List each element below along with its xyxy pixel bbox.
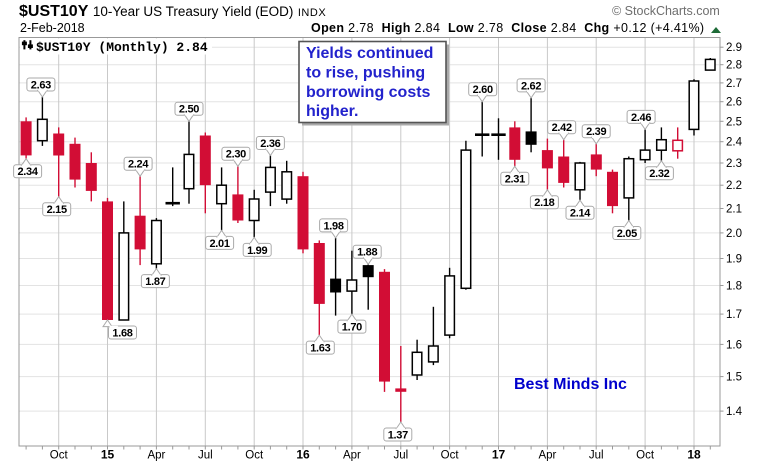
svg-text:17: 17 [492,448,506,462]
svg-text:1.68: 1.68 [112,327,132,339]
svg-text:Apr: Apr [343,450,361,462]
svg-text:2.6: 2.6 [726,97,742,109]
svg-text:2.42: 2.42 [552,122,572,134]
svg-text:1.7: 1.7 [726,309,742,321]
svg-text:2.46: 2.46 [631,112,651,124]
svg-text:2.05: 2.05 [617,228,637,240]
svg-text:borrowing costs: borrowing costs [306,84,431,101]
svg-text:2.2: 2.2 [726,180,742,192]
svg-text:1.99: 1.99 [247,245,267,257]
svg-text:2.63: 2.63 [31,79,51,91]
svg-text:1.9: 1.9 [726,254,742,266]
svg-text:15: 15 [101,448,115,462]
svg-text:2.3: 2.3 [726,158,742,170]
svg-text:2.32: 2.32 [649,168,669,180]
svg-text:1.5: 1.5 [726,372,742,384]
svg-text:2.36: 2.36 [260,138,280,150]
svg-text:1.98: 1.98 [323,220,343,232]
svg-text:to rise, pushing: to rise, pushing [306,64,425,81]
svg-text:2.34: 2.34 [17,166,38,178]
svg-text:2.24: 2.24 [128,159,149,171]
svg-text:2.50: 2.50 [179,104,199,116]
svg-text:2.14: 2.14 [570,208,591,220]
svg-text:1.63: 1.63 [310,343,330,355]
svg-text:1.70: 1.70 [342,322,362,334]
svg-text:2.4: 2.4 [726,137,743,149]
svg-text:Jul: Jul [393,450,408,462]
svg-text:Oct: Oct [50,450,69,462]
svg-text:1.88: 1.88 [357,247,377,259]
svg-text:2.18: 2.18 [534,197,554,209]
svg-text:2.31: 2.31 [505,174,525,186]
svg-text:2.1: 2.1 [726,204,742,216]
svg-text:Yields continued: Yields continued [306,45,433,62]
svg-text:Oct: Oct [245,450,264,462]
svg-text:2.5: 2.5 [726,116,742,128]
svg-text:2.9: 2.9 [726,42,742,54]
svg-text:2.7: 2.7 [726,78,742,90]
svg-text:Oct: Oct [636,450,655,462]
svg-text:2.62: 2.62 [521,80,541,92]
svg-text:higher.: higher. [306,103,358,120]
svg-text:1.37: 1.37 [388,429,408,441]
svg-text:1.87: 1.87 [145,276,165,288]
svg-text:16: 16 [296,448,310,462]
svg-text:Apr: Apr [538,450,556,462]
svg-text:1.8: 1.8 [726,281,742,293]
svg-text:2.15: 2.15 [47,204,67,216]
svg-text:2.01: 2.01 [209,238,229,250]
svg-text:Jul: Jul [198,450,213,462]
svg-text:Jul: Jul [589,450,604,462]
svg-text:2.30: 2.30 [226,149,246,161]
svg-text:Best Minds Inc: Best Minds Inc [514,376,627,393]
svg-text:2.8: 2.8 [726,60,742,72]
svg-text:18: 18 [687,448,701,462]
svg-text:2.39: 2.39 [586,126,606,138]
svg-text:$UST10Y (Monthly) 2.84: $UST10Y (Monthly) 2.84 [36,40,208,55]
svg-text:1.6: 1.6 [726,339,742,351]
svg-text:2.0: 2.0 [726,228,742,240]
svg-text:1.4: 1.4 [726,406,743,418]
svg-text:Apr: Apr [147,450,165,462]
svg-text:2.60: 2.60 [473,84,493,96]
svg-text:Oct: Oct [441,450,460,462]
